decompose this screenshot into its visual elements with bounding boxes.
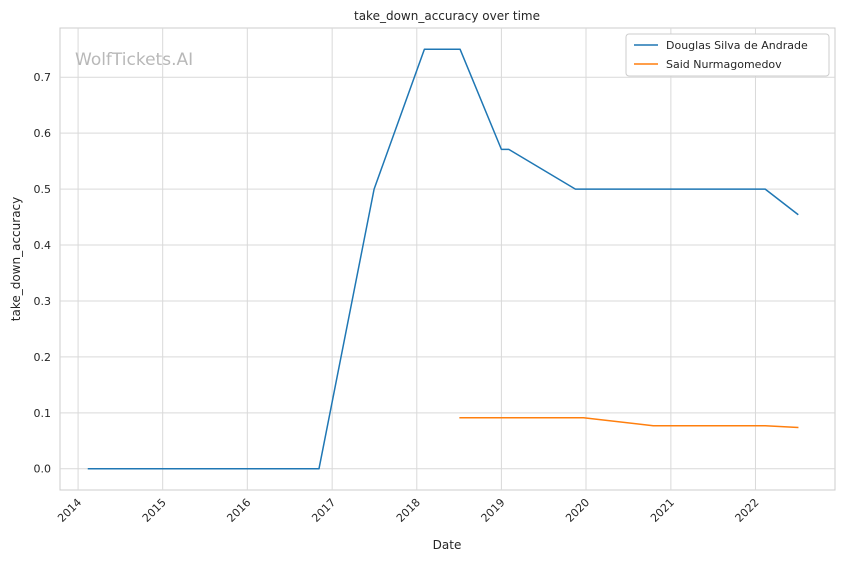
series-line-1 bbox=[459, 417, 799, 429]
x-tick-label: 2019 bbox=[479, 496, 508, 525]
x-tick-label: 2015 bbox=[140, 496, 169, 525]
y-tick-label: 0.6 bbox=[34, 127, 52, 140]
y-tick-label: 0.0 bbox=[34, 463, 52, 476]
y-tick-label: 0.7 bbox=[34, 71, 52, 84]
x-tick-label: 2018 bbox=[394, 496, 423, 525]
x-tick-label: 2016 bbox=[224, 496, 253, 525]
y-axis-label: take_down_accuracy bbox=[9, 197, 23, 321]
y-tick-label: 0.2 bbox=[34, 351, 52, 364]
y-axis-ticks: 0.0 0.1 0.2 0.3 0.4 0.5 0.6 0.7 bbox=[34, 71, 52, 476]
grid-lines bbox=[60, 28, 835, 490]
x-tick-label: 2020 bbox=[563, 496, 592, 525]
y-tick-label: 0.3 bbox=[34, 295, 52, 308]
x-axis-ticks: 2014 2015 2016 2017 2018 2019 2020 2021 2022 bbox=[55, 496, 761, 525]
y-tick-label: 0.4 bbox=[34, 239, 52, 252]
y-tick-label: 0.1 bbox=[34, 407, 52, 420]
series-layer bbox=[87, 48, 799, 470]
legend: Douglas Silva de Andrade Said Nurmagomed… bbox=[625, 33, 830, 77]
plot-area bbox=[59, 27, 836, 491]
series-line-0 bbox=[87, 48, 799, 470]
x-axis-label: Date bbox=[433, 538, 462, 552]
x-tick-label: 2022 bbox=[733, 496, 762, 525]
x-tick-label: 2017 bbox=[309, 496, 338, 525]
legend-box bbox=[625, 33, 830, 77]
legend-label-said: Said Nurmagomedov bbox=[666, 58, 782, 71]
x-tick-label: 2021 bbox=[648, 496, 677, 525]
watermark: WolfTickets.AI bbox=[75, 50, 193, 70]
y-tick-label: 0.5 bbox=[34, 183, 52, 196]
x-tick-label: 2014 bbox=[55, 496, 84, 525]
legend-label-douglas: Douglas Silva de Andrade bbox=[666, 39, 808, 52]
chart-title: take_down_accuracy over time bbox=[354, 9, 540, 23]
